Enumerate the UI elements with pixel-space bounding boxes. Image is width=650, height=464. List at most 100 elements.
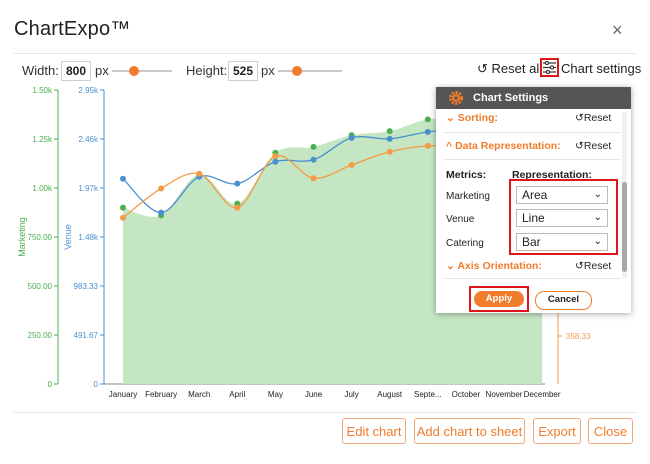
catering-point[interactable]	[310, 175, 317, 182]
select-value: Area	[522, 188, 548, 202]
chart-settings-label[interactable]: Chart settings	[561, 61, 642, 76]
metric-label-catering: Catering	[446, 238, 484, 249]
apply-highlight-box: Apply	[469, 286, 529, 312]
marketing-tick-label: 1.00k	[32, 184, 53, 193]
catering-point[interactable]	[196, 170, 203, 177]
x-tick-label: June	[305, 390, 323, 399]
x-tick-label: January	[109, 390, 137, 399]
height-input[interactable]: 525	[228, 61, 258, 81]
marketing-point[interactable]	[120, 204, 126, 211]
x-tick-label: May	[268, 390, 283, 399]
footer-divider	[14, 412, 636, 413]
data-representation-section[interactable]: ^ Data Representation:	[446, 140, 561, 152]
marketing-tick-label: 1.50k	[32, 86, 53, 95]
width-unit: px	[95, 63, 109, 78]
width-slider[interactable]	[112, 70, 172, 72]
venue-tick-label: 1.97k	[78, 184, 99, 193]
venue-point[interactable]	[310, 156, 317, 163]
reset-label: Reset	[583, 140, 612, 152]
catering-point[interactable]	[272, 153, 279, 160]
height-slider[interactable]	[278, 70, 342, 72]
marketing-tick-label: 500.00	[28, 282, 53, 291]
venue-point[interactable]	[386, 135, 393, 142]
height-slider-knob[interactable]	[292, 66, 303, 76]
axis-orient-reset-button[interactable]: ↺Reset	[575, 260, 611, 272]
width-slider-knob[interactable]	[129, 66, 140, 76]
reset-label: Reset	[583, 260, 612, 272]
chevron-down-icon: ⌄	[593, 236, 602, 247]
catering-representation-select[interactable]: Bar ⌄	[516, 233, 608, 251]
venue-point[interactable]	[424, 128, 431, 135]
venue-tick-label: 983.33	[74, 282, 99, 291]
height-label: Height:	[186, 63, 228, 78]
venue-point[interactable]	[348, 134, 355, 141]
metrics-header: Metrics:	[446, 169, 487, 181]
chevron-down-icon: ⌄	[593, 189, 602, 200]
catering-point[interactable]	[234, 204, 241, 211]
x-tick-label: March	[188, 390, 210, 399]
x-tick-label: October	[452, 390, 481, 399]
venue-point[interactable]	[272, 158, 279, 165]
marketing-point[interactable]	[386, 128, 393, 135]
marketing-representation-select[interactable]: Area ⌄	[516, 186, 608, 204]
venue-tick-label: 2.95k	[78, 86, 99, 95]
reset-all-button[interactable]: ↺ Reset all	[477, 61, 542, 77]
chevron-down-icon: ⌄	[446, 112, 455, 124]
venue-representation-select[interactable]: Line ⌄	[516, 209, 608, 227]
panel-scrollbar-thumb[interactable]	[622, 182, 627, 272]
marketing-point[interactable]	[424, 116, 431, 123]
width-input[interactable]: 800	[61, 61, 91, 81]
sorting-reset-button[interactable]: ↺Reset	[575, 112, 611, 124]
catering-point[interactable]	[158, 185, 165, 192]
export-button[interactable]: Export	[533, 418, 581, 444]
chevron-down-icon: ⌄	[593, 212, 602, 223]
add-chart-to-sheet-button[interactable]: Add chart to sheet	[414, 418, 525, 444]
chart-settings-panel: Chart Settings ⌄ Sorting: ↺Reset ^ Data …	[436, 87, 631, 313]
reset-icon: ↺	[477, 61, 488, 76]
reset-icon: ↺	[575, 140, 584, 152]
x-tick-label: Septe...	[414, 390, 442, 399]
apply-button[interactable]: Apply	[474, 291, 524, 307]
edit-chart-button[interactable]: Edit chart	[342, 418, 406, 444]
reset-icon: ↺	[575, 260, 584, 272]
marketing-axis-title: Marketing	[17, 217, 27, 257]
venue-point[interactable]	[158, 209, 165, 216]
close-button[interactable]: Close	[588, 418, 633, 444]
selects-highlight-box	[509, 179, 618, 255]
panel-divider	[444, 278, 620, 279]
chart-settings-button[interactable]	[540, 58, 559, 77]
x-tick-label: November	[486, 390, 523, 399]
x-tick-label: July	[344, 390, 358, 399]
reset-all-label: Reset all	[491, 61, 543, 76]
reset-icon: ↺	[575, 112, 584, 124]
data-rep-reset-button[interactable]: ↺Reset	[575, 140, 611, 152]
chevron-up-icon: ^	[446, 140, 453, 152]
catering-tick-label: 358.33	[566, 332, 591, 341]
venue-point[interactable]	[234, 180, 241, 187]
select-value: Bar	[522, 235, 541, 249]
marketing-point[interactable]	[310, 143, 317, 150]
axis-orientation-label: Axis Orientation:	[457, 260, 542, 272]
catering-point[interactable]	[424, 142, 431, 149]
venue-point[interactable]	[120, 175, 126, 182]
height-unit: px	[261, 63, 275, 78]
panel-divider	[444, 132, 620, 133]
venue-tick-label: 2.46k	[78, 135, 99, 144]
axis-orientation-section[interactable]: ⌄ Axis Orientation:	[446, 260, 542, 272]
marketing-tick-label: 750.00	[28, 233, 53, 242]
x-tick-label: April	[229, 390, 245, 399]
sorting-label: Sorting:	[457, 112, 498, 124]
x-tick-label: February	[145, 390, 177, 399]
sorting-section[interactable]: ⌄ Sorting:	[446, 112, 498, 124]
close-icon[interactable]: ×	[612, 20, 623, 40]
marketing-tick-label: 250.00	[28, 331, 53, 340]
header-divider	[14, 53, 636, 54]
cancel-button[interactable]: Cancel	[535, 291, 592, 310]
panel-header: Chart Settings	[436, 87, 631, 109]
data-representation-label: Data Representation:	[455, 140, 561, 152]
catering-point[interactable]	[348, 161, 355, 168]
sliders-icon	[543, 60, 556, 75]
catering-point[interactable]	[120, 214, 126, 221]
catering-point[interactable]	[386, 148, 393, 155]
representation-header: Representation:	[512, 169, 592, 181]
